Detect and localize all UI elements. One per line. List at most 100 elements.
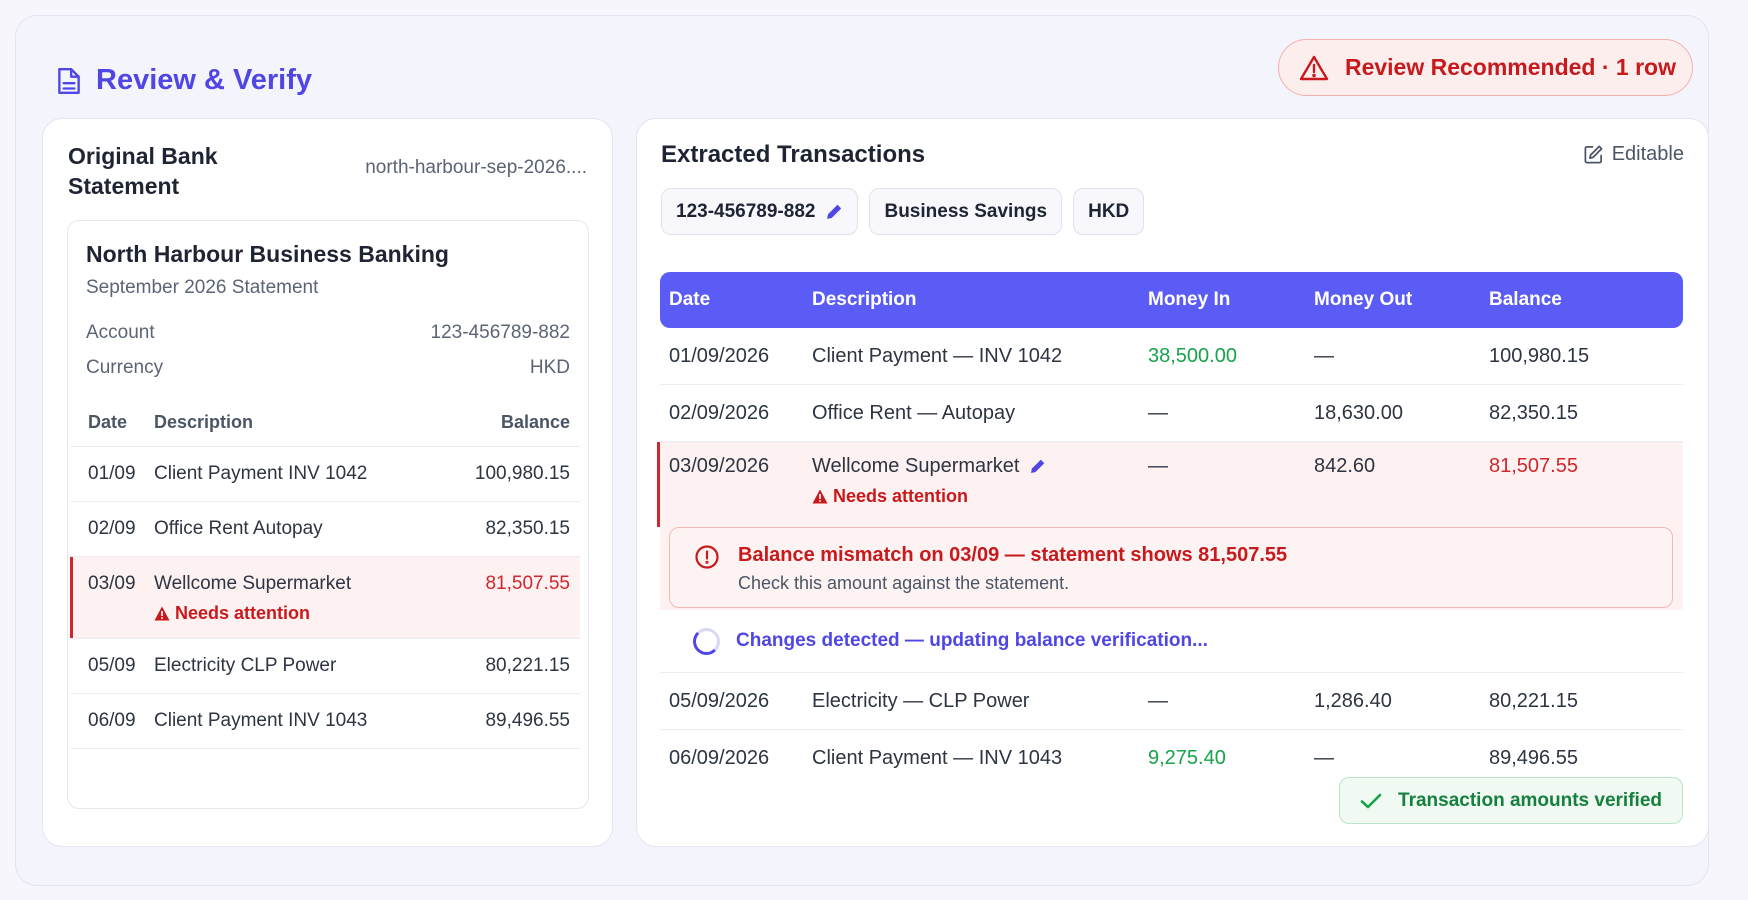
column-description: Description [812, 289, 917, 310]
statement-row[interactable]: 01/09 Client Payment INV 1042 100,980.15 [70, 447, 580, 502]
transaction-row[interactable]: 06/09/2026 Client Payment — INV 1043 9,2… [660, 730, 1683, 787]
tx-money-out: 1,286.40 [1314, 689, 1392, 712]
account-number-chip[interactable]: 123-456789-882 [661, 188, 859, 235]
row-balance: 80,221.15 [485, 655, 570, 676]
needs-attention-text: Needs attention [175, 603, 311, 623]
row-balance: 89,496.55 [485, 710, 570, 731]
warning-icon [812, 489, 828, 504]
page-title: Review & Verify [56, 64, 312, 97]
statement-table-header: Date Description Balance [70, 399, 580, 447]
review-recommended-label: Review Recommended · 1 row [1344, 54, 1676, 80]
warning-icon [1299, 55, 1329, 80]
tx-balance: 100,980.15 [1489, 344, 1590, 367]
transaction-row[interactable]: 05/09/2026 Electricity — CLP Power — 1,2… [660, 673, 1683, 730]
check-icon [1360, 793, 1382, 808]
row-date: 01/09 [88, 463, 136, 484]
tx-balance: 81,507.55 [1489, 455, 1578, 477]
row-description: Client Payment INV 1042 [154, 463, 368, 484]
column-date: Date [669, 289, 711, 310]
page-title-text: Review & Verify [96, 64, 312, 96]
tx-description: Client Payment — INV 1042 [812, 344, 1063, 367]
tx-money-in: 9,275.40 [1148, 747, 1226, 769]
transaction-row[interactable]: 01/09/2026 Client Payment — INV 1042 38,… [660, 328, 1683, 385]
needs-attention-text: Needs attention [833, 486, 969, 506]
transactions-table: Date Description Money In Money Out Bala… [657, 272, 1683, 787]
updating-status: Changes detected — updating balance veri… [660, 610, 1683, 673]
tx-money-in: — [1148, 401, 1168, 424]
currency-text: HKD [1088, 200, 1130, 222]
balance-mismatch-alert: Balance mismatch on 03/09 — statement sh… [669, 527, 1673, 608]
statement-document: North Harbour Business Banking September… [67, 220, 589, 809]
statement-filename[interactable]: north-harbour-sep-2026.... [365, 157, 587, 178]
account-value: 123-456789-882 [430, 322, 570, 343]
statement-row[interactable]: 05/09 Electricity CLP Power 80,221.15 [70, 639, 580, 694]
tx-money-in: — [1148, 689, 1168, 712]
account-number-text: 123-456789-882 [676, 200, 816, 222]
editable-label: Editable [1611, 143, 1684, 165]
tx-balance: 82,350.15 [1489, 401, 1578, 424]
tx-money-in: — [1148, 455, 1168, 477]
row-balance: 100,980.15 [474, 463, 570, 484]
review-recommended-badge[interactable]: Review Recommended · 1 row [1277, 39, 1693, 96]
statement-row[interactable]: 06/09 Client Payment INV 1043 89,496.55 [70, 694, 580, 749]
transaction-row-flagged[interactable]: 03/09/2026 Wellcome Supermarket Needs at… [657, 442, 1683, 527]
column-money-out: Money Out [1314, 289, 1413, 310]
column-money-in: Money In [1148, 289, 1231, 310]
loading-spinner-icon [693, 627, 720, 655]
column-description: Description [154, 412, 254, 432]
original-statement-card: Original Bank Statement north-harbour-se… [42, 118, 613, 847]
tx-balance: 89,496.55 [1489, 747, 1578, 769]
tx-date: 05/09/2026 [669, 689, 770, 712]
mismatch-title: Balance mismatch on 03/09 — statement sh… [738, 544, 1288, 566]
tx-money-out: 18,630.00 [1314, 401, 1403, 424]
editable-toggle[interactable]: Editable [1583, 143, 1684, 166]
edit-icon [1584, 145, 1603, 164]
currency-line: Currency HKD [86, 357, 570, 379]
tx-date: 02/09/2026 [669, 401, 770, 424]
currency-value: HKD [529, 357, 570, 378]
row-description: Office Rent Autopay [154, 518, 323, 539]
document-icon [58, 67, 80, 94]
currency-chip[interactable]: HKD [1073, 188, 1145, 235]
pencil-icon[interactable] [1029, 458, 1046, 475]
statement-period: September 2026 Statement [86, 277, 319, 298]
tx-description: Office Rent — Autopay [812, 401, 1016, 424]
original-statement-title: Original Bank Statement [68, 143, 218, 199]
tx-money-out: — [1314, 344, 1334, 367]
mismatch-row: Balance mismatch on 03/09 — statement sh… [660, 527, 1683, 610]
account-label: Account [86, 322, 155, 343]
error-circle-icon [695, 545, 719, 569]
row-description-cell: Wellcome Supermarket Needs attention [154, 573, 450, 624]
row-date: 05/09 [88, 655, 136, 676]
currency-label: Currency [86, 357, 164, 378]
tx-date: 01/09/2026 [669, 344, 770, 367]
account-line: Account 123-456789-882 [86, 322, 570, 344]
tx-balance: 80,221.15 [1489, 689, 1578, 712]
bank-name: North Harbour Business Banking [86, 241, 449, 267]
row-date: 06/09 [88, 710, 136, 731]
review-panel: Review & Verify Review Recommended · 1 r… [15, 15, 1709, 886]
tx-description: Electricity — CLP Power [812, 689, 1030, 712]
statement-row-flagged[interactable]: 03/09 Wellcome Supermarket Needs attenti… [70, 557, 580, 639]
row-balance: 82,350.15 [485, 518, 570, 539]
row-description: Wellcome Supermarket [154, 573, 352, 594]
account-type-text: Business Savings [884, 200, 1048, 222]
account-type-chip[interactable]: Business Savings [869, 188, 1063, 235]
column-balance: Balance [1489, 289, 1562, 310]
mismatch-detail: Check this amount against the statement. [738, 573, 1070, 593]
pencil-icon[interactable] [825, 203, 843, 221]
extracted-transactions-card: Extracted Transactions Editable 123-4567… [636, 118, 1709, 847]
tx-description: Wellcome Supermarket [812, 455, 1020, 477]
column-balance: Balance [500, 412, 570, 432]
statement-table: Date Description Balance 01/09 Client Pa… [70, 399, 580, 749]
extracted-transactions-title: Extracted Transactions [661, 141, 926, 168]
tx-description-line: Wellcome Supermarket [812, 455, 1148, 478]
tx-money-in: 38,500.00 [1148, 344, 1237, 367]
statement-row[interactable]: 02/09 Office Rent Autopay 82,350.15 [70, 502, 580, 557]
tx-description-cell: Wellcome Supermarket Needs attention [812, 455, 1148, 507]
row-balance: 81,507.55 [485, 573, 570, 594]
row-date: 03/09 [88, 573, 136, 594]
needs-attention-label: Needs attention [154, 603, 450, 624]
column-date: Date [88, 412, 128, 432]
transaction-row[interactable]: 02/09/2026 Office Rent — Autopay — 18,63… [660, 385, 1683, 442]
